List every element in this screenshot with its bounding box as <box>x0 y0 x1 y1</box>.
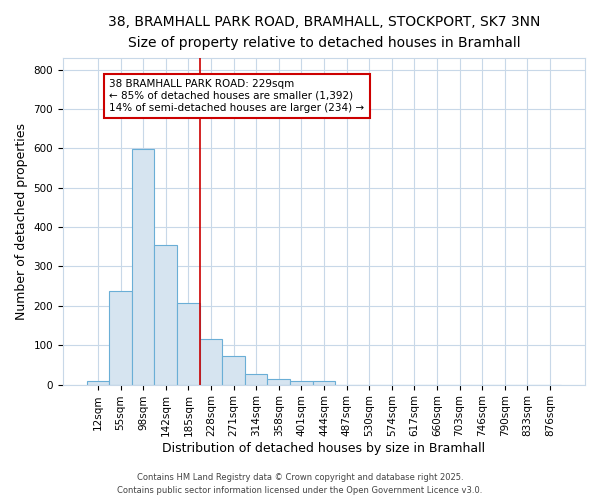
Bar <box>313 382 335 384</box>
Title: 38, BRAMHALL PARK ROAD, BRAMHALL, STOCKPORT, SK7 3NN
Size of property relative t: 38, BRAMHALL PARK ROAD, BRAMHALL, STOCKP… <box>108 15 540 50</box>
Bar <box>86 382 109 384</box>
Bar <box>109 291 132 384</box>
Y-axis label: Number of detached properties: Number of detached properties <box>15 122 28 320</box>
Text: 38 BRAMHALL PARK ROAD: 229sqm
← 85% of detached houses are smaller (1,392)
14% o: 38 BRAMHALL PARK ROAD: 229sqm ← 85% of d… <box>109 80 364 112</box>
Bar <box>222 356 245 384</box>
Bar <box>245 374 268 384</box>
Bar <box>177 303 200 384</box>
Bar <box>132 150 154 384</box>
Text: Contains HM Land Registry data © Crown copyright and database right 2025.
Contai: Contains HM Land Registry data © Crown c… <box>118 474 482 495</box>
Bar <box>290 382 313 384</box>
Bar <box>268 380 290 384</box>
Bar <box>154 245 177 384</box>
X-axis label: Distribution of detached houses by size in Bramhall: Distribution of detached houses by size … <box>163 442 485 455</box>
Bar <box>200 338 222 384</box>
